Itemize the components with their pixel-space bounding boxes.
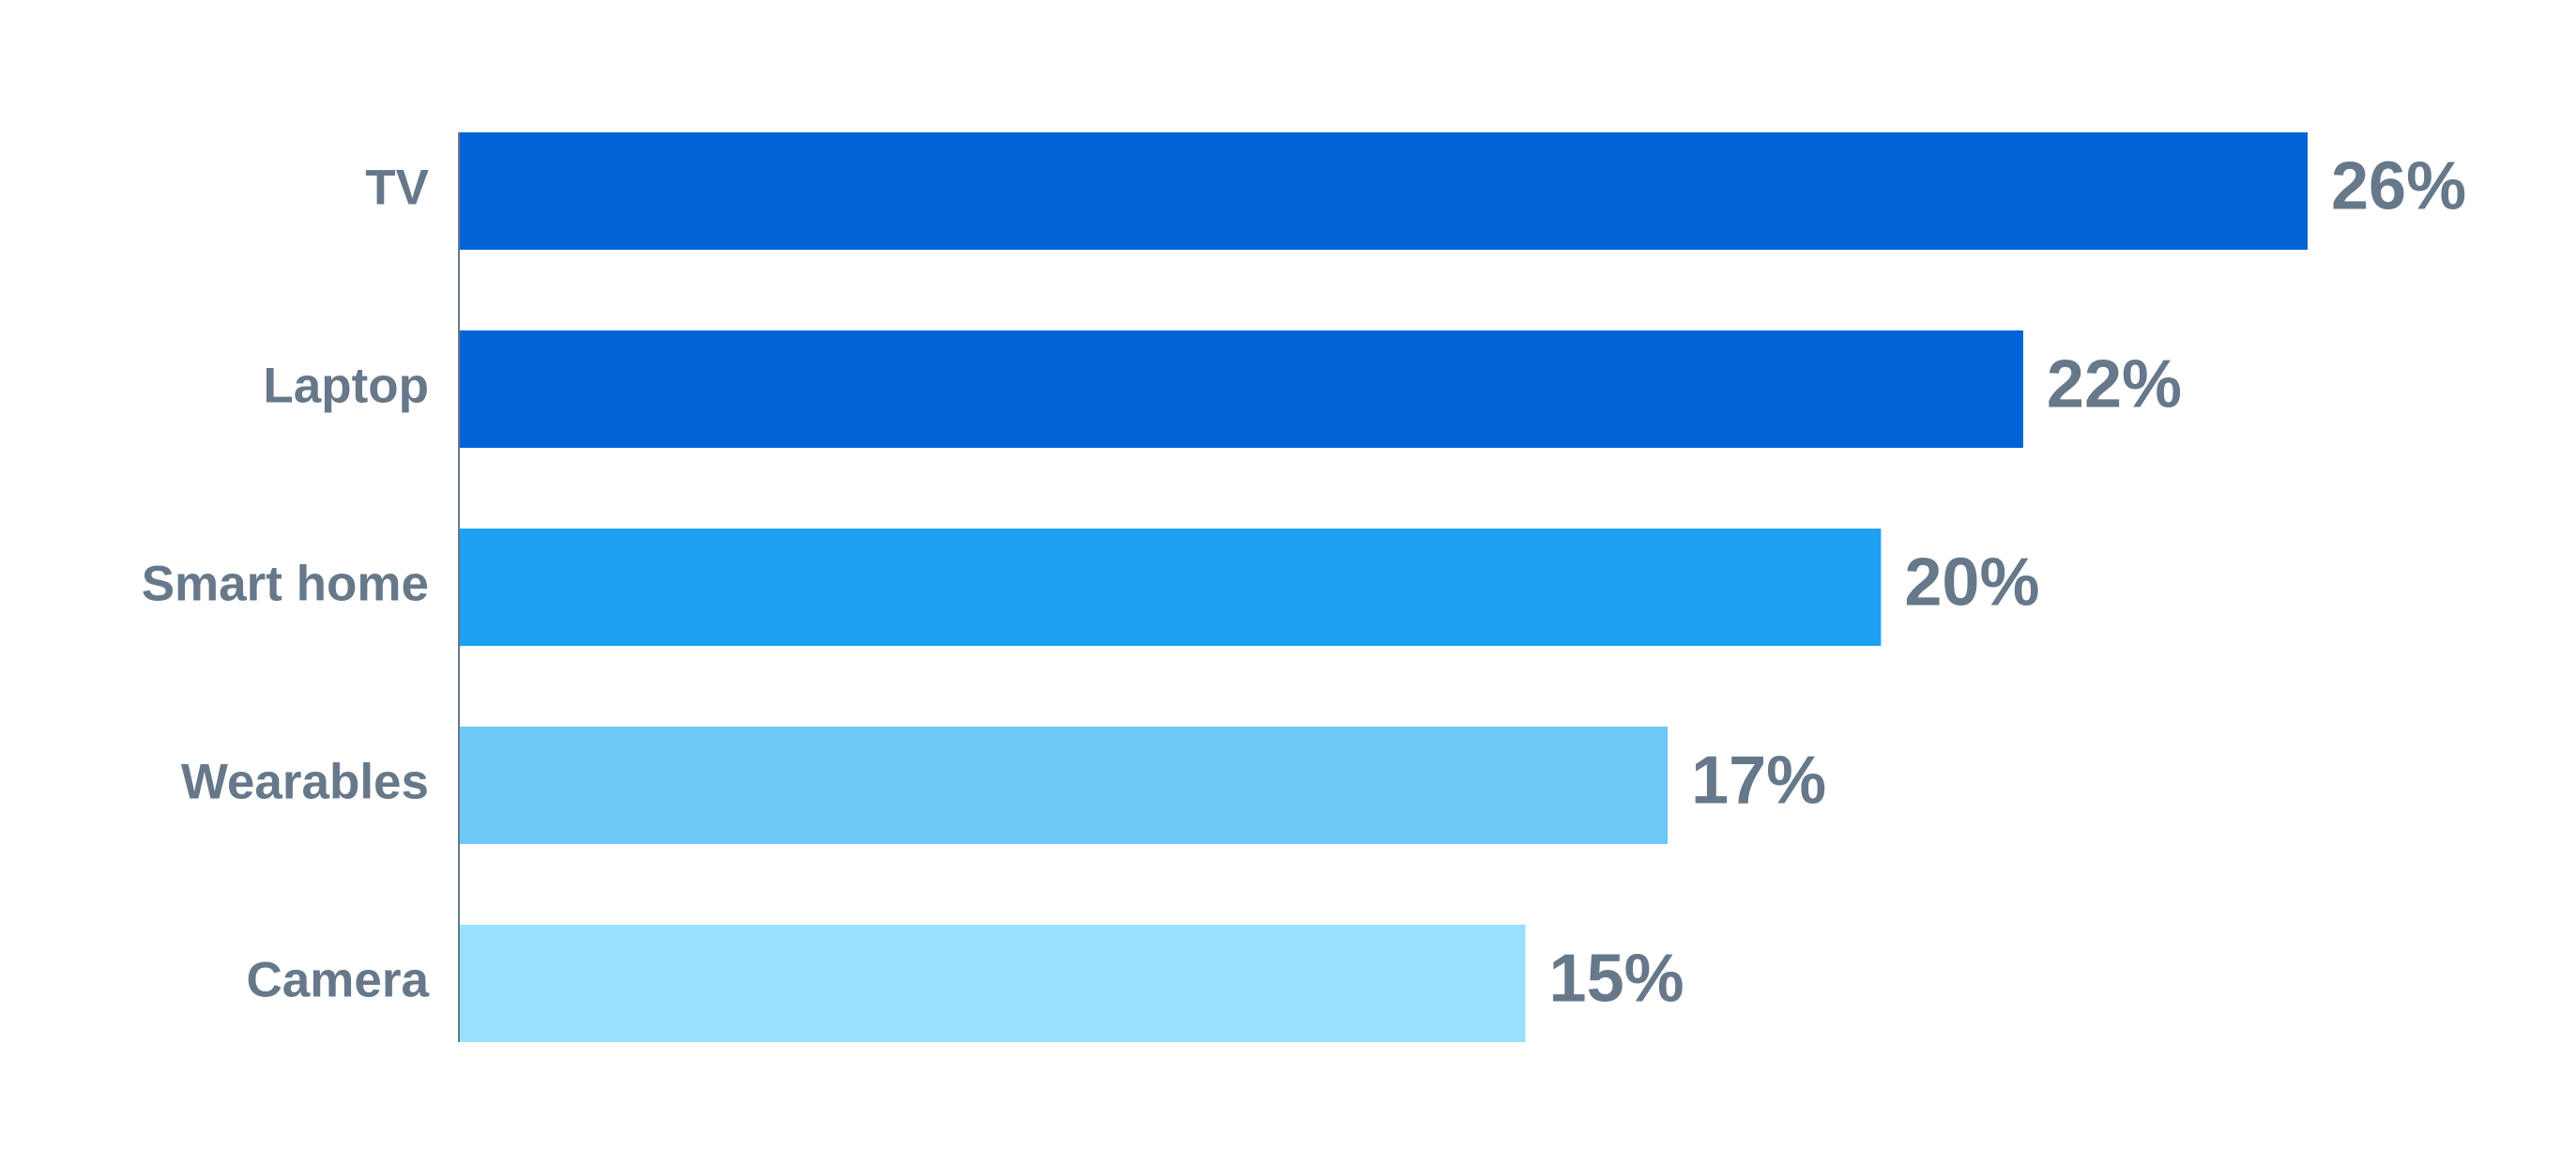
value-label: 20%	[1904, 545, 2039, 621]
bar	[459, 727, 1669, 844]
category-label: Laptop	[263, 359, 429, 414]
bar	[459, 330, 2023, 448]
category-label: Wearables	[181, 755, 429, 810]
category-label: Smart home	[142, 557, 429, 612]
value-label: 26%	[2331, 149, 2466, 224]
bar	[459, 925, 1526, 1042]
bar	[459, 132, 2308, 250]
value-label: 17%	[1691, 744, 1826, 819]
value-label: 15%	[1549, 942, 1684, 1017]
category-label: Camera	[247, 953, 430, 1008]
bar	[459, 529, 1882, 646]
value-label: 22%	[2047, 347, 2182, 422]
category-label: TV	[365, 161, 429, 216]
